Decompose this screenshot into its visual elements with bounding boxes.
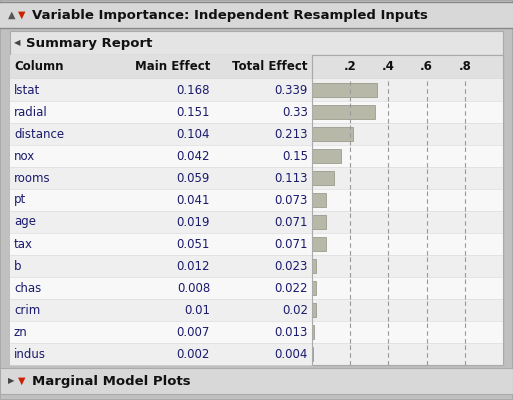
Bar (10, 167, 503, 189)
Bar (312, 194, 326, 206)
Text: 0.02: 0.02 (282, 304, 308, 316)
Text: 0.113: 0.113 (274, 172, 308, 184)
Text: lstat: lstat (14, 84, 40, 96)
Text: .2: .2 (344, 60, 357, 74)
Text: 0.051: 0.051 (176, 238, 210, 250)
Text: ▼: ▼ (18, 10, 26, 20)
Text: 0.022: 0.022 (274, 282, 308, 294)
Bar (10, 79, 503, 101)
Text: 0.213: 0.213 (274, 128, 308, 140)
Text: ▲: ▲ (8, 10, 15, 20)
Bar (10, 189, 503, 211)
Text: 0.168: 0.168 (176, 84, 210, 96)
Text: ▶: ▶ (8, 376, 14, 386)
Bar (10, 321, 503, 343)
Bar (10, 145, 503, 167)
Bar (0, 368, 513, 394)
Text: crim: crim (14, 304, 40, 316)
Bar (312, 171, 333, 185)
Text: 0.042: 0.042 (176, 150, 210, 162)
Bar (10, 299, 503, 321)
Bar (10, 31, 503, 55)
Text: 0.339: 0.339 (274, 84, 308, 96)
Text: 0.023: 0.023 (274, 260, 308, 272)
Text: Total Effect: Total Effect (232, 60, 308, 74)
Text: 0.073: 0.073 (274, 194, 308, 206)
Text: distance: distance (14, 128, 64, 140)
Text: Variable Importance: Independent Resampled Inputs: Variable Importance: Independent Resampl… (32, 8, 428, 22)
Text: .4: .4 (382, 60, 395, 74)
Text: indus: indus (14, 348, 46, 360)
Bar (0, 2, 513, 28)
Text: 0.019: 0.019 (176, 216, 210, 228)
Text: 0.15: 0.15 (282, 150, 308, 162)
Bar (10, 255, 503, 277)
Bar (10, 101, 503, 123)
Text: 0.151: 0.151 (176, 106, 210, 118)
Bar (312, 128, 352, 141)
Text: 0.104: 0.104 (176, 128, 210, 140)
Text: age: age (14, 216, 36, 228)
Text: Summary Report: Summary Report (26, 36, 152, 50)
Text: Column: Column (14, 60, 64, 74)
Text: b: b (14, 260, 22, 272)
Bar (312, 347, 313, 361)
Text: Main Effect: Main Effect (134, 60, 210, 74)
Bar (312, 326, 314, 338)
Bar (10, 123, 503, 145)
Text: pt: pt (14, 194, 26, 206)
Bar (10, 233, 503, 255)
Text: Marginal Model Plots: Marginal Model Plots (32, 374, 191, 388)
Bar (10, 55, 503, 365)
Text: 0.071: 0.071 (274, 238, 308, 250)
Bar (312, 84, 377, 97)
Text: 0.01: 0.01 (184, 304, 210, 316)
Text: .8: .8 (458, 60, 471, 74)
Bar (10, 55, 503, 79)
Text: ▼: ▼ (18, 376, 26, 386)
Bar (312, 55, 503, 365)
Text: 0.012: 0.012 (176, 260, 210, 272)
Text: nox: nox (14, 150, 35, 162)
Text: 0.007: 0.007 (176, 326, 210, 338)
Text: radial: radial (14, 106, 48, 118)
Bar (312, 238, 326, 250)
Text: chas: chas (14, 282, 41, 294)
Bar (10, 277, 503, 299)
Text: .6: .6 (420, 60, 433, 74)
Bar (10, 343, 503, 365)
Text: 0.33: 0.33 (282, 106, 308, 118)
Text: 0.002: 0.002 (176, 348, 210, 360)
Text: 0.013: 0.013 (274, 326, 308, 338)
Text: 0.004: 0.004 (274, 348, 308, 360)
Bar (312, 215, 326, 228)
Bar (312, 106, 375, 119)
Text: 0.041: 0.041 (176, 194, 210, 206)
Text: rooms: rooms (14, 172, 51, 184)
Text: 0.071: 0.071 (274, 216, 308, 228)
Text: 0.059: 0.059 (176, 172, 210, 184)
Text: zn: zn (14, 326, 28, 338)
Bar (312, 303, 316, 317)
Text: ◀: ◀ (14, 38, 21, 48)
Bar (312, 282, 316, 294)
Bar (10, 211, 503, 233)
Text: tax: tax (14, 238, 33, 250)
Text: 0.008: 0.008 (177, 282, 210, 294)
Bar (312, 260, 317, 273)
Bar (312, 150, 341, 162)
